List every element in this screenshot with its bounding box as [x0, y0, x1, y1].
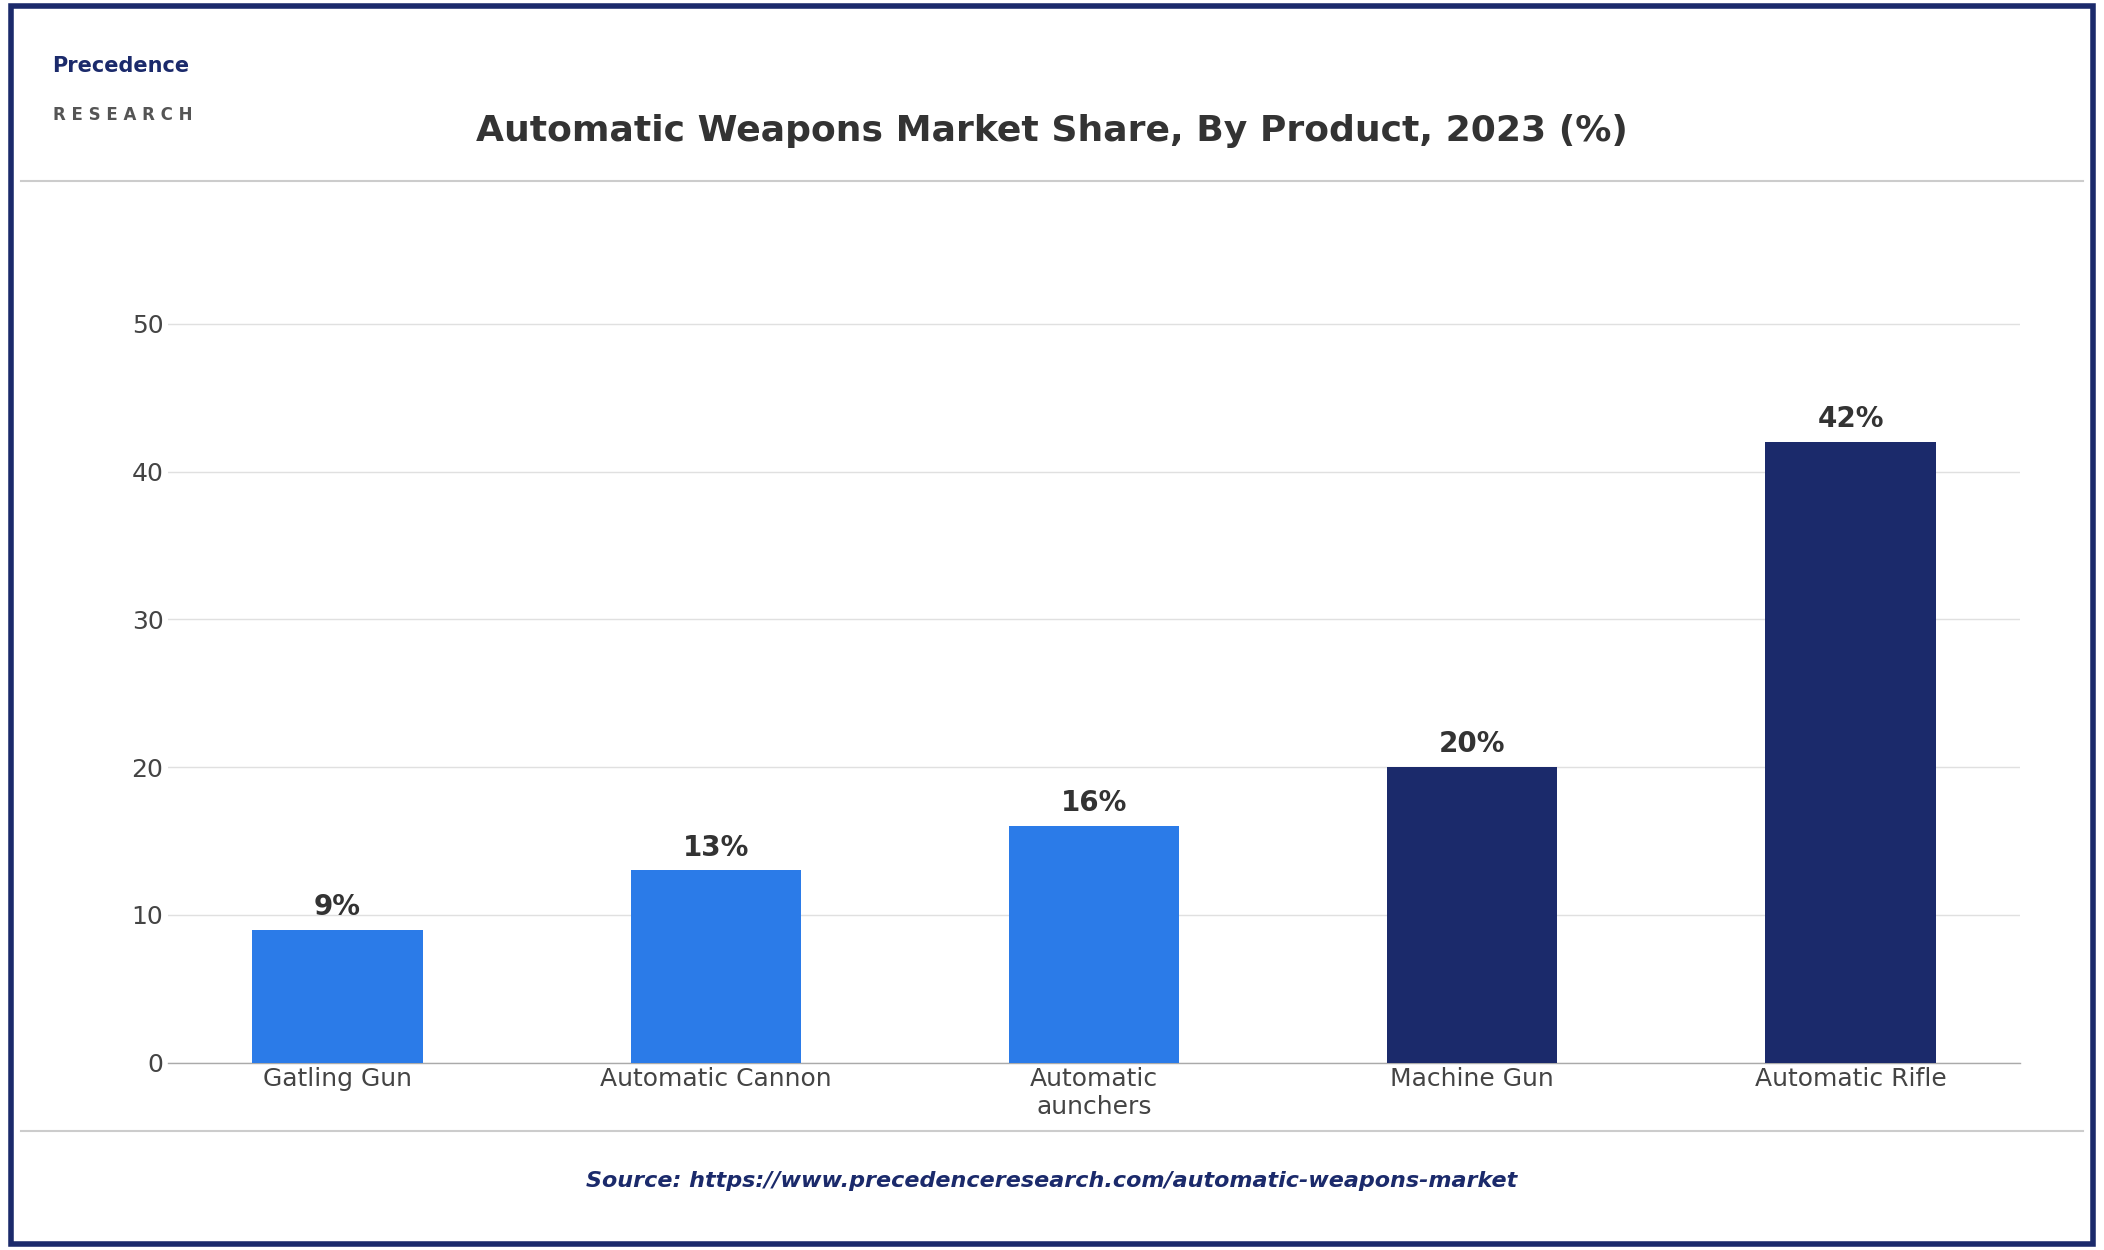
Text: 13%: 13%: [682, 834, 749, 861]
Bar: [1387, 768, 1557, 1062]
Text: 42%: 42%: [1818, 405, 1883, 434]
Bar: [1010, 826, 1178, 1062]
Text: Automatic Weapons Market Share, By Product, 2023 (%): Automatic Weapons Market Share, By Produ…: [476, 114, 1628, 149]
Text: Source: https://www.precedenceresearch.com/automatic-weapons-market: Source: https://www.precedenceresearch.c…: [587, 1171, 1517, 1191]
Text: 9%: 9%: [313, 892, 362, 921]
Bar: [252, 930, 423, 1062]
Text: 20%: 20%: [1439, 730, 1506, 759]
Bar: [631, 870, 802, 1062]
Bar: [1765, 442, 1936, 1062]
Text: Precedence: Precedence: [53, 56, 189, 76]
Text: R E S E A R C H: R E S E A R C H: [53, 106, 191, 124]
Text: 16%: 16%: [1060, 789, 1128, 818]
